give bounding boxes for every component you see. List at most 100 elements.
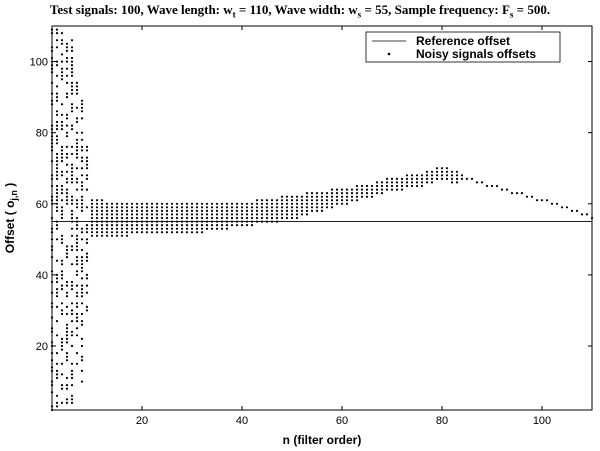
- noisy-offset-point: [160, 224, 164, 227]
- noisy-offset-point: [375, 184, 379, 188]
- noisy-offset-point: [70, 216, 74, 220]
- noisy-offset-point: [345, 195, 349, 198]
- noisy-offset-point: [70, 177, 74, 180]
- noisy-offset-point: [230, 224, 234, 227]
- noisy-offset-point: [70, 369, 74, 372]
- noisy-offset-point: [55, 99, 59, 102]
- noisy-offset-point: [60, 42, 64, 45]
- noisy-offset-point: [70, 92, 74, 95]
- y-axis-label: Offset ( oj,n ): [3, 183, 19, 254]
- noisy-offset-point: [330, 199, 334, 202]
- noisy-offset-point: [75, 227, 79, 230]
- noisy-offset-point: [80, 149, 84, 152]
- noisy-offset-point: [130, 216, 134, 220]
- noisy-offset-point: [70, 373, 74, 376]
- noisy-offset-point: [350, 192, 354, 195]
- noisy-offset-point: [150, 202, 154, 205]
- noisy-offset-point: [290, 206, 294, 209]
- noisy-offset-point: [400, 177, 404, 180]
- noisy-offset-point: [80, 256, 84, 259]
- noisy-offset-point: [295, 199, 299, 202]
- noisy-offset-point: [200, 216, 204, 220]
- noisy-offset-point: [60, 270, 64, 273]
- noisy-offset-point: [55, 167, 59, 170]
- noisy-offset-point: [435, 167, 439, 170]
- noisy-offset-point: [275, 206, 279, 209]
- noisy-offset-point: [75, 202, 79, 205]
- noisy-offset-point: [60, 209, 64, 212]
- noisy-offset-point: [60, 71, 64, 74]
- noisy-offset-point: [85, 259, 89, 262]
- noisy-offset-point: [340, 195, 344, 198]
- noisy-offset-point: [205, 202, 209, 205]
- noisy-offset-point: [140, 231, 144, 234]
- noisy-offset-point: [95, 224, 99, 227]
- noisy-offset-point: [55, 352, 59, 355]
- noisy-offset-point: [455, 174, 459, 177]
- noisy-offset-point: [60, 238, 64, 241]
- noisy-offset-point: [225, 216, 229, 220]
- noisy-offset-point: [75, 302, 79, 305]
- noisy-offset-point: [460, 177, 464, 180]
- noisy-offset-point: [140, 224, 144, 227]
- noisy-offset-point: [320, 209, 324, 212]
- noisy-offset-point: [295, 195, 299, 198]
- noisy-offset-point: [60, 284, 64, 287]
- noisy-offset-point: [350, 199, 354, 202]
- noisy-offset-point: [280, 216, 284, 220]
- noisy-offset-point: [65, 359, 69, 362]
- noisy-offset-point: [250, 206, 254, 209]
- noisy-offset-point: [80, 160, 84, 163]
- noisy-offset-point: [415, 184, 419, 188]
- noisy-offset-point: [140, 213, 144, 216]
- noisy-offset-point: [55, 142, 59, 145]
- noisy-offset-point: [70, 312, 74, 316]
- noisy-offset-point: [385, 177, 389, 180]
- noisy-offset-point: [450, 181, 454, 184]
- noisy-offset-point: [335, 202, 339, 205]
- noisy-offset-point: [60, 309, 64, 312]
- noisy-offset-point: [75, 216, 79, 220]
- noisy-offset-point: [55, 209, 59, 212]
- noisy-offset-point: [100, 206, 104, 209]
- noisy-offset-point: [105, 213, 109, 216]
- noisy-offset-point: [60, 124, 64, 127]
- noisy-offset-point: [75, 305, 79, 308]
- noisy-offset-point: [345, 202, 349, 205]
- noisy-offset-point: [55, 273, 59, 276]
- noisy-offset-point: [220, 206, 224, 209]
- noisy-offset-point: [265, 206, 269, 209]
- noisy-offset-point: [285, 199, 289, 202]
- noisy-offset-point: [285, 202, 289, 205]
- noisy-offset-point: [55, 334, 59, 337]
- x-tick-label: 20: [136, 415, 148, 427]
- noisy-offset-point: [430, 181, 434, 184]
- noisy-offset-point: [105, 216, 109, 220]
- noisy-offset-point: [70, 288, 74, 291]
- noisy-offset-point: [65, 330, 69, 333]
- noisy-offset-point: [70, 376, 74, 380]
- noisy-offset-point: [305, 199, 309, 202]
- noisy-offset-point: [65, 181, 69, 184]
- noisy-offset-point: [75, 320, 79, 323]
- noisy-offset-point: [60, 216, 64, 220]
- noisy-offset-point: [65, 163, 69, 166]
- noisy-offset-point: [125, 202, 129, 205]
- noisy-offset-point: [70, 309, 74, 312]
- noisy-offset-point: [185, 231, 189, 234]
- noisy-offset-point: [260, 206, 264, 209]
- noisy-offset-point: [55, 394, 59, 397]
- noisy-offset-point: [75, 131, 79, 134]
- noisy-offset-point: [415, 181, 419, 184]
- noisy-offset-point: [150, 231, 154, 234]
- noisy-offset-point: [455, 170, 459, 173]
- noisy-offset-point: [60, 341, 64, 344]
- noisy-offset-point: [465, 177, 469, 180]
- noisy-offset-point: [60, 362, 64, 365]
- noisy-offset-point: [70, 330, 74, 333]
- noisy-offset-point: [190, 216, 194, 220]
- noisy-offset-point: [185, 227, 189, 230]
- noisy-offset-point: [60, 74, 64, 77]
- noisy-offset-point: [70, 128, 74, 131]
- noisy-offset-point: [100, 209, 104, 212]
